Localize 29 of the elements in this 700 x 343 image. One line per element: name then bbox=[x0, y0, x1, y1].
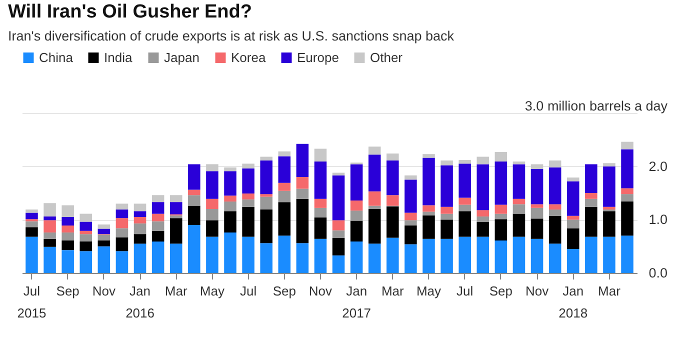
x-tick-label: Jul bbox=[240, 284, 257, 298]
legend-label: Japan bbox=[164, 50, 200, 65]
x-tick-label: Sep bbox=[272, 284, 296, 298]
x-tick-label: May bbox=[416, 284, 442, 298]
x-tick-label: Nov bbox=[308, 284, 333, 298]
x-tick-label: Jul bbox=[456, 284, 474, 298]
x-tick-label: Jan 2017 bbox=[342, 284, 372, 320]
x-tick-label: Jul 2015 bbox=[17, 284, 46, 320]
x-tick-label: Mar bbox=[381, 284, 405, 298]
y-tick-label: 1.0 bbox=[648, 212, 668, 228]
y-tick-label: 2.0 bbox=[648, 158, 668, 174]
legend-label: China bbox=[39, 50, 74, 65]
legend-label: Other bbox=[370, 50, 404, 65]
y-tick-label: 3.0 million barrels a day bbox=[524, 98, 668, 114]
legend-label: India bbox=[104, 50, 133, 65]
x-tick-label: May bbox=[200, 284, 225, 298]
x-tick-label: Sep bbox=[489, 284, 513, 298]
chart-subtitle: Iran's diversification of crude exports is at risk as U.S. sanctions snap back bbox=[8, 28, 454, 44]
x-tick-label: Jan 2016 bbox=[126, 284, 154, 320]
y-tick-label: 0.0 bbox=[648, 266, 668, 280]
x-tick-label: Mar bbox=[598, 284, 622, 298]
x-tick-label: Mar bbox=[164, 284, 188, 298]
legend-label: Korea bbox=[231, 50, 266, 65]
legend-label: Europe bbox=[297, 50, 339, 65]
x-tick-label: Jan 2018 bbox=[558, 284, 588, 320]
chart-title: Will Iran's Oil Gusher End? bbox=[8, 2, 252, 22]
x-tick-label: Nov bbox=[92, 284, 116, 298]
x-tick-label: Sep bbox=[56, 284, 80, 298]
x-tick-label: Nov bbox=[525, 284, 550, 298]
